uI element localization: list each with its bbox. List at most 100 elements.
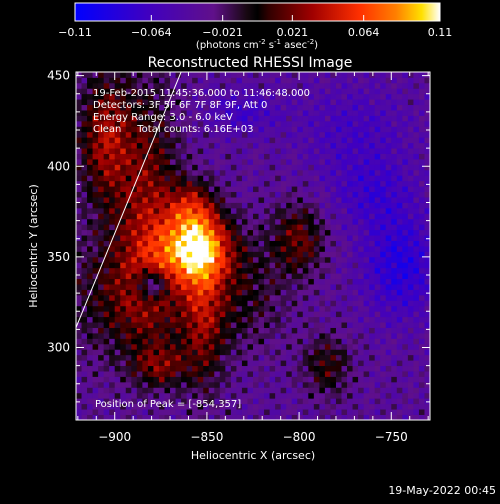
heatmap-cell xyxy=(313,409,320,415)
heatmap-cell xyxy=(186,338,193,345)
heatmap-cell xyxy=(241,180,248,187)
heatmap-cell xyxy=(103,82,110,89)
heatmap-cell xyxy=(352,180,359,187)
heatmap-cell xyxy=(385,333,392,339)
heatmap-cell xyxy=(341,72,348,78)
heatmap-cell xyxy=(87,273,93,280)
heatmap-cell xyxy=(341,365,348,372)
heatmap-cell xyxy=(302,354,309,361)
heatmap-cell xyxy=(219,273,226,280)
heatmap-cell xyxy=(87,82,93,89)
heatmap-cell xyxy=(76,120,82,127)
heatmap-cell xyxy=(203,316,210,323)
heatmap-cell xyxy=(203,126,210,133)
heatmap-cell xyxy=(352,148,359,154)
heatmap-cell xyxy=(374,169,381,176)
heatmap-cell xyxy=(109,224,116,231)
heatmap-cell xyxy=(114,333,121,339)
heatmap-cell xyxy=(352,387,359,394)
heatmap-cell xyxy=(264,202,270,209)
heatmap-cell xyxy=(424,256,430,263)
heatmap-cell xyxy=(291,349,298,356)
heatmap-cell xyxy=(358,72,365,78)
heatmap-cell xyxy=(236,387,243,394)
heatmap-cell xyxy=(230,229,237,236)
heatmap-cell xyxy=(214,333,221,339)
heatmap-cell xyxy=(136,197,143,203)
heatmap-cell xyxy=(391,235,398,241)
heatmap-cell xyxy=(319,191,326,198)
heatmap-cell xyxy=(418,191,425,198)
heatmap-cell xyxy=(347,164,353,171)
heatmap-cell xyxy=(335,392,342,399)
heatmap-cell xyxy=(374,398,381,405)
heatmap-cell xyxy=(413,235,420,241)
heatmap-cell xyxy=(175,93,182,100)
heatmap-cell xyxy=(203,273,210,280)
heatmap-cell xyxy=(253,392,259,399)
heatmap-cell xyxy=(142,305,149,312)
heatmap-cell xyxy=(241,381,248,388)
heatmap-cell xyxy=(158,213,165,220)
heatmap-cell xyxy=(98,202,105,209)
heatmap-cell xyxy=(313,137,320,144)
heatmap-cell xyxy=(385,392,392,399)
heatmap-cell xyxy=(225,338,232,345)
heatmap-cell xyxy=(308,213,315,220)
heatmap-cell xyxy=(269,207,276,214)
heatmap-cell xyxy=(236,316,243,323)
heatmap-cell xyxy=(402,99,409,106)
heatmap-cell xyxy=(280,202,287,209)
heatmap-cell xyxy=(131,256,138,263)
heatmap-cell xyxy=(219,365,226,372)
heatmap-cell xyxy=(197,284,204,290)
heatmap-cell xyxy=(219,403,226,410)
heatmap-cell xyxy=(76,148,82,154)
heatmap-cell xyxy=(407,365,414,372)
heatmap-cell xyxy=(158,305,165,312)
heatmap-cell xyxy=(253,349,259,356)
heatmap-cell xyxy=(402,376,409,383)
heatmap-cell xyxy=(164,398,171,405)
heatmap-cell xyxy=(125,186,132,193)
heatmap-cell xyxy=(308,77,315,84)
heatmap-cell xyxy=(413,273,420,280)
heatmap-cell xyxy=(347,110,353,116)
heatmap-cell xyxy=(424,153,430,160)
heatmap-cell xyxy=(98,300,105,307)
heatmap-cell xyxy=(186,381,193,388)
heatmap-cell xyxy=(335,164,342,171)
heatmap-cell xyxy=(203,115,210,122)
heatmap-cell xyxy=(258,120,265,127)
heatmap-cell xyxy=(120,191,127,198)
heatmap-cell xyxy=(363,278,370,285)
heatmap-cell xyxy=(385,213,392,220)
heatmap-cell xyxy=(186,169,193,176)
heatmap-cell xyxy=(230,180,237,187)
heatmap-cell xyxy=(275,207,282,214)
heatmap-cell xyxy=(324,387,331,394)
heatmap-cell xyxy=(136,289,143,296)
heatmap-cell xyxy=(264,229,270,236)
heatmap-cell xyxy=(197,137,204,144)
heatmap-cell xyxy=(258,110,265,116)
heatmap-cell xyxy=(225,316,232,323)
heatmap-cell xyxy=(418,82,425,89)
heatmap-cell xyxy=(219,316,226,323)
heatmap-cell xyxy=(319,327,326,334)
heatmap-cell xyxy=(164,354,171,361)
heatmap-cell xyxy=(286,72,293,78)
heatmap-cell xyxy=(369,262,376,269)
heatmap-cell xyxy=(347,229,353,236)
heatmap-cell xyxy=(236,186,243,193)
heatmap-cell xyxy=(181,180,188,187)
heatmap-cell xyxy=(125,246,132,252)
heatmap-cell xyxy=(258,148,265,154)
heatmap-cell xyxy=(197,376,204,383)
heatmap-cell xyxy=(92,186,99,193)
heatmap-cell xyxy=(203,88,210,95)
heatmap-cell xyxy=(98,197,105,203)
heatmap-cell xyxy=(413,343,420,350)
heatmap-cell xyxy=(225,175,232,182)
heatmap-cell xyxy=(396,392,403,399)
